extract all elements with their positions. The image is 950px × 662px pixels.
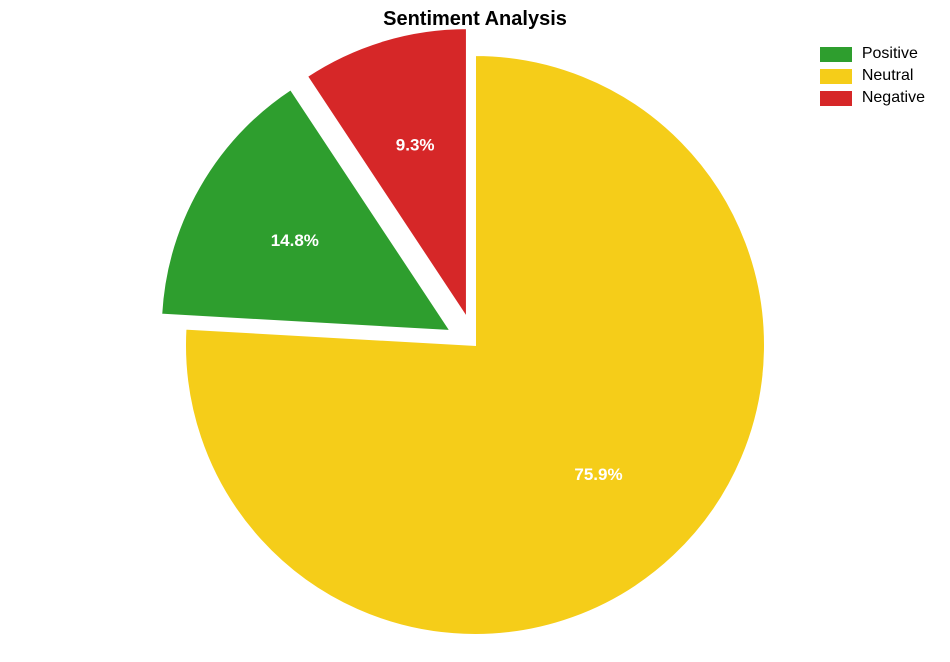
legend-swatch-neutral [820,69,852,84]
legend-swatch-positive [820,47,852,62]
legend-label-negative: Negative [862,89,925,107]
legend-item-positive: Positive [820,45,925,63]
slice-label-positive: 14.8% [271,231,319,250]
slice-label-negative: 9.3% [396,135,435,154]
legend: Positive Neutral Negative [820,45,925,111]
legend-item-negative: Negative [820,89,925,107]
pie-chart: 75.9% 14.8% 9.3% [0,0,950,662]
slice-label-neutral: 75.9% [574,465,622,484]
legend-label-neutral: Neutral [862,67,914,85]
legend-label-positive: Positive [862,45,918,63]
legend-item-neutral: Neutral [820,67,925,85]
legend-swatch-negative [820,91,852,106]
